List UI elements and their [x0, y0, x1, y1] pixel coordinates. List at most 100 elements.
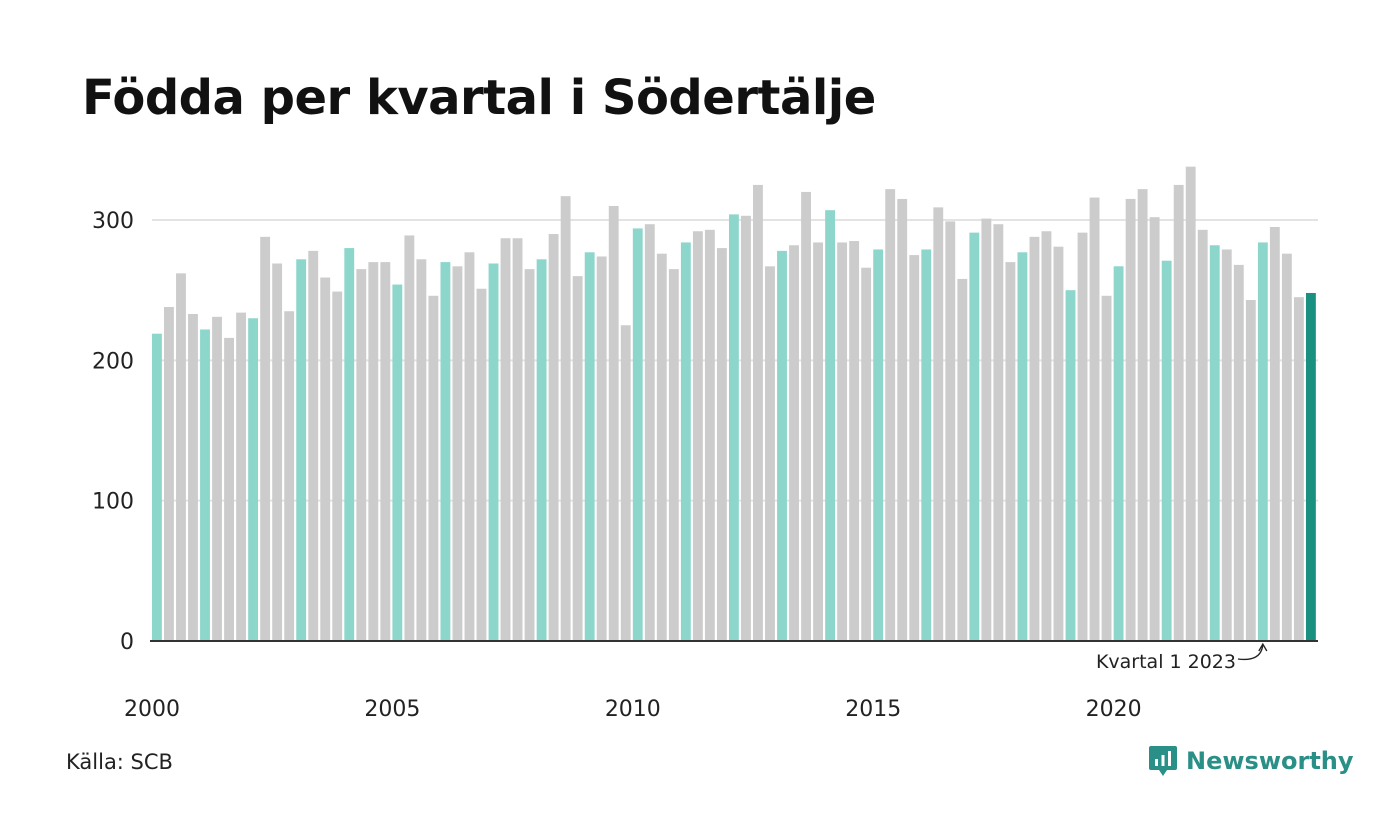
- bar-2002-q1: [248, 318, 259, 641]
- bar-2021-q3: [1185, 166, 1196, 642]
- bar-2013-q4: [813, 242, 823, 641]
- y-tick-label-200: 200: [92, 349, 134, 374]
- bar-2018-q1: [1017, 252, 1028, 641]
- bar-2020-q3: [1137, 189, 1148, 641]
- annotation-arrowhead: [1258, 642, 1268, 652]
- bar-2021-q2: [1173, 184, 1184, 642]
- bar-2012-q4: [765, 266, 775, 641]
- bar-2007-q2: [500, 238, 511, 642]
- bar-2003-q2: [308, 250, 319, 641]
- annotation: Kvartal 1 2023: [1096, 642, 1268, 673]
- bar-2005-q3: [416, 259, 427, 641]
- bar-2000-q1: [152, 333, 162, 641]
- bar-2014-q1: [825, 210, 836, 641]
- bar-2008-q4: [572, 276, 583, 641]
- bar-2003-q3: [320, 277, 331, 641]
- y-tick-label-100: 100: [92, 490, 134, 515]
- bar-2020-q2: [1125, 198, 1136, 641]
- x-tick-label-2010: 2010: [605, 697, 661, 722]
- bar-2013-q2: [789, 245, 799, 641]
- bar-2016-q2: [933, 207, 944, 641]
- bar-2019-q1: [1065, 290, 1076, 641]
- bar-2020-q1: [1113, 266, 1124, 641]
- bar-2020-q4: [1149, 217, 1160, 641]
- bar-2002-q2: [260, 236, 271, 641]
- bar-2002-q4: [284, 311, 295, 641]
- bar-2005-q4: [428, 295, 439, 641]
- bar-2006-q3: [464, 252, 475, 641]
- x-tick-label-2000: 2000: [124, 697, 180, 722]
- bar-2014-q2: [837, 242, 848, 641]
- source-note: Källa: SCB: [66, 750, 173, 774]
- bar-2010-q1: [632, 228, 643, 642]
- bar-2000-q2: [164, 307, 174, 641]
- bar-2014-q4: [861, 267, 872, 641]
- bar-2009-q4: [620, 325, 631, 641]
- bar-2012-q1: [728, 214, 739, 641]
- annotation-arrow: [1237, 644, 1264, 661]
- chart-title: Födda per kvartal i Södertälje: [82, 70, 876, 126]
- bars: [152, 166, 1316, 642]
- bar-2024-q1: [1305, 292, 1316, 641]
- bar-2008-q2: [548, 234, 559, 641]
- bar-2007-q1: [488, 263, 499, 641]
- bar-2015-q1: [873, 249, 884, 641]
- bar-2017-q2: [981, 218, 992, 641]
- annotation-label: Kvartal 1 2023: [1096, 651, 1236, 673]
- bar-2022-q4: [1245, 299, 1256, 641]
- bar-2015-q4: [909, 255, 920, 641]
- bar-2013-q1: [777, 250, 787, 641]
- bar-2004-q1: [344, 248, 355, 641]
- bar-2023-q1: [1257, 242, 1268, 641]
- newsworthy-logo-icon: [1149, 746, 1177, 776]
- bar-2013-q3: [801, 191, 811, 641]
- bar-2022-q2: [1221, 249, 1232, 641]
- bar-2015-q3: [897, 198, 908, 641]
- bar-2011-q3: [704, 229, 715, 641]
- bar-2002-q3: [272, 263, 283, 641]
- x-tick-label-2020: 2020: [1086, 697, 1142, 722]
- bar-2010-q2: [644, 224, 655, 641]
- bar-2016-q1: [921, 249, 932, 641]
- bar-2009-q2: [596, 256, 607, 641]
- bar-2014-q3: [849, 241, 860, 642]
- bar-2017-q4: [1005, 262, 1016, 641]
- bar-2023-q2: [1269, 227, 1280, 641]
- bar-2007-q3: [512, 238, 523, 642]
- bar-2007-q4: [524, 269, 535, 641]
- bar-2006-q1: [440, 262, 451, 641]
- bar-2000-q3: [176, 273, 186, 641]
- bar-2023-q4: [1293, 297, 1304, 641]
- bar-2009-q1: [584, 252, 595, 641]
- bar-2019-q4: [1101, 295, 1112, 641]
- brand-logo: Newsworthy: [1148, 744, 1354, 778]
- bar-2001-q4: [236, 312, 246, 641]
- bar-2018-q2: [1029, 236, 1040, 641]
- axes: 0 100 200 300 2000 2005 2010 2015 2020: [92, 209, 1318, 722]
- bar-2019-q3: [1089, 197, 1100, 642]
- bar-2008-q1: [536, 259, 547, 641]
- bar-2021-q4: [1197, 229, 1208, 641]
- bar-2006-q2: [452, 266, 463, 641]
- brand-name: Newsworthy: [1186, 747, 1354, 775]
- bar-2001-q2: [212, 316, 222, 641]
- bar-2010-q4: [668, 269, 679, 641]
- bar-2004-q3: [368, 262, 379, 641]
- bar-2008-q3: [560, 196, 571, 641]
- bar-2006-q4: [476, 288, 487, 641]
- bar-2004-q4: [380, 262, 391, 641]
- bar-2015-q2: [885, 189, 896, 641]
- bar-2003-q1: [296, 259, 307, 641]
- bar-2017-q3: [993, 224, 1004, 641]
- bar-2003-q4: [332, 291, 343, 641]
- bar-2004-q2: [356, 269, 367, 641]
- bar-2021-q1: [1161, 260, 1172, 641]
- bar-2019-q2: [1077, 232, 1088, 641]
- x-tick-label-2005: 2005: [364, 697, 420, 722]
- bar-2010-q3: [656, 253, 667, 641]
- y-tick-label-300: 300: [92, 209, 134, 234]
- bar-2011-q2: [692, 231, 703, 642]
- bar-2018-q3: [1041, 231, 1052, 642]
- bar-2009-q3: [608, 205, 619, 641]
- bar-2016-q3: [945, 221, 956, 641]
